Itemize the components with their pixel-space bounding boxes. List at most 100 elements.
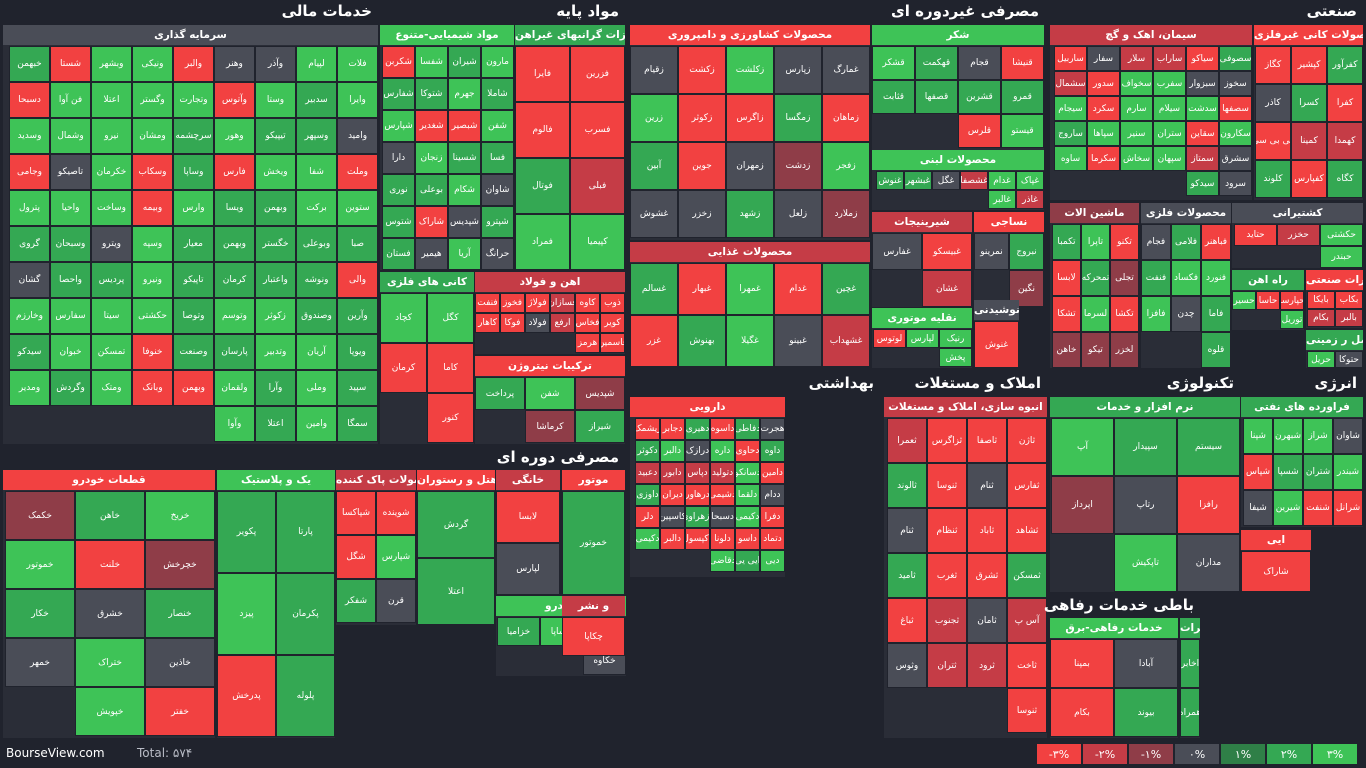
sector-title[interactable]: تکنولوژی — [1166, 374, 1234, 392]
stock-tile[interactable]: زرین — [630, 94, 678, 142]
group-title[interactable]: دارویی — [630, 397, 785, 417]
stock-tile[interactable]: فاما — [1201, 296, 1231, 332]
stock-tile[interactable]: بکام — [1050, 688, 1114, 737]
stock-tile[interactable]: فافزا — [1141, 296, 1171, 332]
group-title[interactable]: اهن و فولاد — [475, 272, 625, 292]
stock-tile[interactable]: دکپسول — [685, 528, 710, 550]
stock-tile[interactable]: شاوان — [481, 174, 514, 206]
stock-tile[interactable]: دلر — [635, 506, 660, 528]
group-title[interactable]: محصولات کشاورزی و دامپروری — [630, 25, 870, 45]
stock-tile[interactable]: تکشا — [1110, 296, 1139, 332]
stock-tile[interactable]: قشکر — [872, 46, 915, 80]
stock-tile[interactable]: خکرمان — [91, 154, 132, 190]
stock-tile[interactable]: پرداخت — [475, 377, 525, 410]
stock-tile[interactable]: قرن — [376, 579, 416, 623]
stock-tile[interactable]: قلرس — [958, 114, 1001, 148]
stock-tile[interactable]: زقیام — [630, 46, 678, 94]
stock-tile[interactable]: چدن — [1171, 296, 1201, 332]
stock-tile[interactable]: درازک — [685, 440, 710, 462]
stock-tile[interactable]: شبندر — [1333, 454, 1363, 490]
stock-tile[interactable]: خریخ — [145, 491, 215, 540]
stock-tile[interactable]: ثرود — [967, 643, 1007, 688]
stock-tile[interactable]: فلامی — [1171, 224, 1201, 260]
stock-tile[interactable]: تاپکیش — [1114, 534, 1177, 592]
stock-tile[interactable]: ثاژن — [1007, 418, 1047, 463]
stock-tile[interactable]: ثاصفا — [967, 418, 1007, 463]
stock-tile[interactable]: داوه — [760, 440, 785, 462]
stock-tile[interactable]: داره — [710, 440, 735, 462]
stock-tile[interactable]: دسبحا — [710, 506, 735, 528]
stock-tile[interactable]: دابور — [660, 462, 685, 484]
stock-tile[interactable]: شپترو — [481, 206, 514, 238]
group-title[interactable]: انبوه سازی، املاک و مستغلات — [884, 397, 1047, 417]
stock-tile[interactable]: شفا — [296, 154, 337, 190]
stock-tile[interactable]: سخواف — [1120, 71, 1153, 96]
stock-tile[interactable]: معیار — [173, 226, 214, 262]
stock-tile[interactable]: وآرا — [255, 370, 296, 406]
stock-tile[interactable]: ومدیر — [9, 370, 50, 406]
group-title[interactable]: محصولات پاک کننده — [336, 470, 416, 490]
stock-tile[interactable]: تاپیکو — [173, 262, 214, 298]
stock-tile[interactable]: شکربن — [382, 46, 415, 78]
stock-tile[interactable]: برکت — [296, 190, 337, 226]
stock-tile[interactable]: نمرینو — [974, 233, 1009, 270]
stock-tile[interactable]: خکار — [5, 589, 75, 638]
stock-tile[interactable]: سپیدار — [1114, 418, 1177, 476]
stock-tile[interactable]: تکنو — [1110, 224, 1139, 260]
stock-tile[interactable]: غشوش — [630, 190, 678, 238]
stock-tile[interactable]: غالبر — [988, 190, 1016, 209]
stock-tile[interactable]: کویر — [600, 313, 625, 333]
stock-tile[interactable]: آریان — [296, 334, 337, 370]
sector-title[interactable]: مصرفی غیردوره ای — [891, 2, 1039, 20]
stock-tile[interactable]: شیران — [448, 46, 481, 78]
stock-tile[interactable]: وثوس — [887, 643, 927, 688]
stock-tile[interactable]: وستا — [255, 82, 296, 118]
stock-tile[interactable]: کرمان — [380, 343, 427, 393]
stock-tile[interactable]: خموتور — [5, 540, 75, 589]
group-title[interactable]: محصولات غذایی — [630, 242, 870, 262]
stock-tile[interactable]: شپارس — [382, 110, 415, 142]
group-title[interactable]: مخابرات — [1180, 618, 1200, 638]
stock-tile[interactable]: اپرداز — [1051, 476, 1114, 534]
stock-tile[interactable]: وتوسم — [214, 298, 255, 334]
stock-tile[interactable]: وآتوس — [214, 82, 255, 118]
stock-tile[interactable]: حبندر — [1320, 246, 1363, 268]
stock-tile[interactable]: آپ — [1051, 418, 1114, 476]
stock-tile[interactable]: وتجارت — [173, 82, 214, 118]
stock-tile[interactable]: فنفت — [475, 293, 500, 313]
stock-tile[interactable]: فباهنر — [1201, 224, 1231, 260]
stock-tile[interactable]: فوتال — [515, 158, 570, 214]
group-title[interactable]: هتل و رستوران — [417, 470, 495, 490]
sector-title[interactable]: خدمات مالی — [281, 2, 372, 20]
stock-tile[interactable]: کاذر — [1255, 84, 1291, 122]
stock-tile[interactable]: داوزی — [635, 484, 660, 506]
sector-title[interactable]: مصرفی دوره ای — [496, 448, 619, 466]
stock-tile[interactable]: خاهن — [1052, 332, 1081, 368]
group-title[interactable]: ارات صنعتی — [1306, 270, 1363, 290]
stock-tile[interactable]: ثنوسا — [1007, 688, 1047, 733]
stock-tile[interactable]: لوتوس — [873, 329, 906, 348]
stock-tile[interactable]: شپاس — [1243, 454, 1273, 490]
stock-tile[interactable]: سقاین — [1186, 121, 1219, 146]
stock-tile[interactable]: پکویر — [217, 491, 276, 573]
stock-tile[interactable]: غگل — [932, 171, 960, 190]
stock-tile[interactable]: حسیر — [1232, 291, 1256, 310]
stock-tile[interactable]: وسدید — [9, 118, 50, 154]
stock-tile[interactable]: مارون — [481, 46, 514, 78]
stock-tile[interactable]: خمهر — [5, 638, 75, 687]
stock-tile[interactable]: خپویش — [75, 687, 145, 736]
group-title[interactable]: خانگی — [496, 470, 560, 490]
stock-tile[interactable]: ونیکی — [132, 46, 173, 82]
stock-tile[interactable]: دلونا — [710, 528, 735, 550]
group-title[interactable]: محصولات فلزی — [1141, 203, 1231, 223]
stock-tile[interactable]: شتوکا — [415, 78, 448, 110]
stock-tile[interactable]: سرچشمه — [173, 118, 214, 154]
stock-tile[interactable]: حکشتی — [132, 298, 173, 334]
stock-tile[interactable]: دتولید — [710, 462, 735, 484]
stock-tile[interactable]: بکاب — [1335, 291, 1363, 309]
stock-tile[interactable]: سفرب — [1153, 71, 1186, 96]
stock-tile[interactable]: زفجر — [822, 142, 870, 190]
stock-tile[interactable]: وسپه — [132, 226, 173, 262]
stock-tile[interactable]: فخوز — [500, 293, 525, 313]
stock-tile[interactable]: وجامی — [9, 154, 50, 190]
